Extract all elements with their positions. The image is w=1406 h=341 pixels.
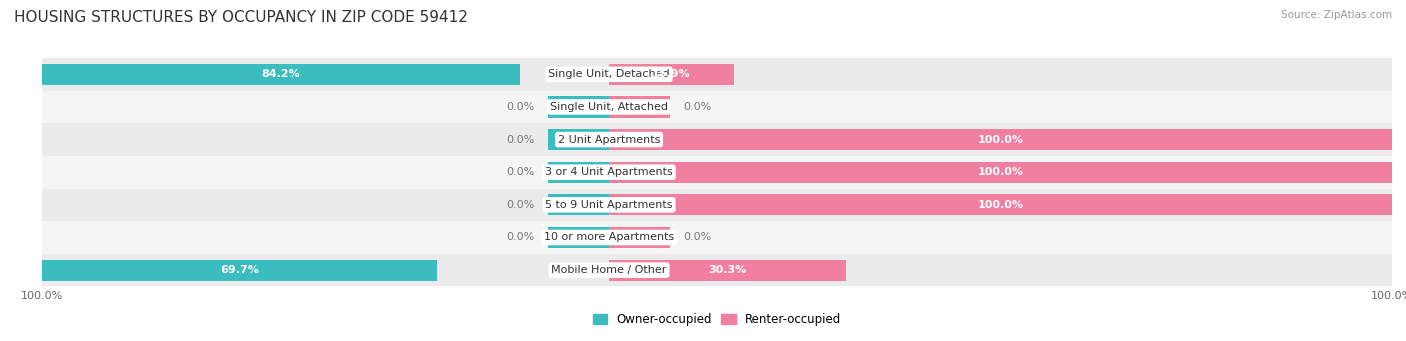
Bar [42, 123, 1392, 156]
Text: 84.2%: 84.2% [262, 69, 301, 79]
Bar [42, 156, 1392, 189]
Bar [609, 96, 669, 118]
Bar [42, 221, 1392, 254]
Text: 0.0%: 0.0% [506, 200, 534, 210]
Bar [609, 260, 846, 281]
Text: 15.9%: 15.9% [652, 69, 690, 79]
Text: 0.0%: 0.0% [506, 135, 534, 145]
Text: 100.0%: 100.0% [977, 200, 1024, 210]
Bar [42, 260, 437, 281]
Text: 30.3%: 30.3% [709, 265, 747, 275]
Text: 0.0%: 0.0% [506, 102, 534, 112]
Text: 2 Unit Apartments: 2 Unit Apartments [558, 135, 661, 145]
Bar [548, 129, 609, 150]
Bar [42, 58, 1392, 91]
Bar [609, 227, 669, 248]
Legend: Owner-occupied, Renter-occupied: Owner-occupied, Renter-occupied [588, 308, 846, 331]
Bar [548, 227, 609, 248]
Text: 5 to 9 Unit Apartments: 5 to 9 Unit Apartments [546, 200, 673, 210]
Text: 10 or more Apartments: 10 or more Apartments [544, 233, 675, 242]
Bar [42, 91, 1392, 123]
Bar [609, 129, 1392, 150]
Text: Mobile Home / Other: Mobile Home / Other [551, 265, 666, 275]
Text: HOUSING STRUCTURES BY OCCUPANCY IN ZIP CODE 59412: HOUSING STRUCTURES BY OCCUPANCY IN ZIP C… [14, 10, 468, 25]
Text: 100.0%: 100.0% [977, 135, 1024, 145]
Text: 69.7%: 69.7% [221, 265, 259, 275]
Bar [548, 96, 609, 118]
Bar [548, 194, 609, 216]
Text: 0.0%: 0.0% [506, 233, 534, 242]
Text: 0.0%: 0.0% [683, 233, 711, 242]
Bar [42, 64, 519, 85]
Bar [42, 189, 1392, 221]
Text: 3 or 4 Unit Apartments: 3 or 4 Unit Apartments [546, 167, 673, 177]
Text: Source: ZipAtlas.com: Source: ZipAtlas.com [1281, 10, 1392, 20]
Text: 100.0%: 100.0% [977, 167, 1024, 177]
Bar [42, 254, 1392, 286]
Text: 0.0%: 0.0% [506, 167, 534, 177]
Text: Single Unit, Attached: Single Unit, Attached [550, 102, 668, 112]
Bar [609, 194, 1392, 216]
Text: 0.0%: 0.0% [683, 102, 711, 112]
Bar [609, 64, 734, 85]
Text: Single Unit, Detached: Single Unit, Detached [548, 69, 669, 79]
Bar [548, 162, 609, 183]
Bar [609, 162, 1392, 183]
